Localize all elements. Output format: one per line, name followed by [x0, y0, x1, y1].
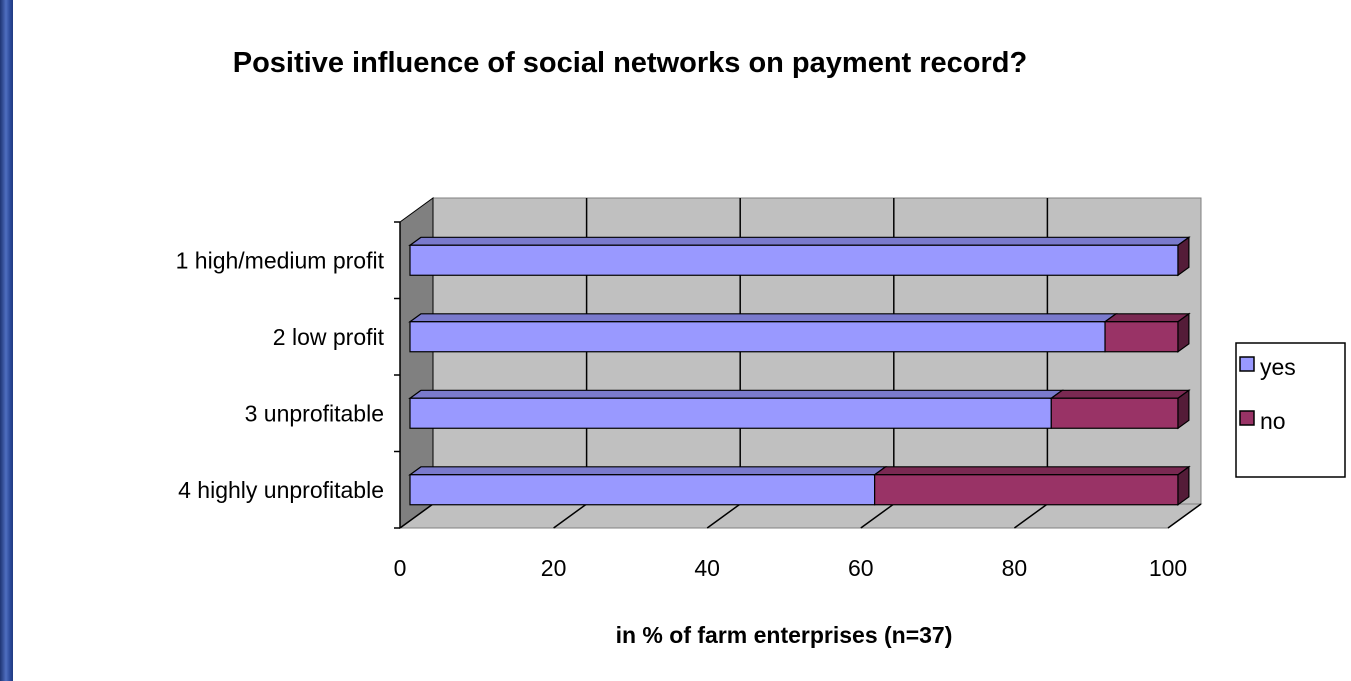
legend-label-yes: yes [1260, 354, 1296, 380]
bar-top [872, 466, 1191, 476]
floor-gridline [706, 503, 741, 529]
legend-label-no: no [1260, 408, 1286, 434]
x-tick-label: 0 [394, 555, 407, 581]
category-label: 1 high/medium profit [176, 247, 385, 273]
bar-top [408, 313, 1118, 323]
x-tick-label: 60 [848, 555, 874, 581]
bar-top [408, 466, 888, 476]
bar-top [1049, 389, 1191, 399]
bar-yes [409, 244, 1179, 276]
bar-top [1103, 313, 1191, 323]
bar-yes [409, 397, 1052, 429]
chart-title: Positive influence of social networks on… [232, 47, 1028, 79]
x-tick-label: 20 [541, 555, 567, 581]
labels: 1 high/medium profit 2 low profit 3 unprof… [176, 247, 1188, 648]
x-axis-title: in % of farm enterprises (n=37) [616, 622, 953, 648]
floor-gridline [860, 503, 895, 529]
bar-top [408, 236, 1191, 246]
category-label: 4 highly unprofitable [178, 477, 384, 503]
x-tick-label: 100 [1149, 555, 1187, 581]
bar-yes [409, 474, 876, 506]
bar-end [1177, 312, 1190, 353]
floor-gridline [399, 503, 434, 529]
legend-swatch-yes [1239, 356, 1255, 372]
bar-end [1177, 465, 1190, 506]
axes [394, 221, 401, 529]
bar-end [1177, 389, 1190, 430]
bar-no [874, 474, 1179, 506]
bar-no [1104, 321, 1179, 353]
bar-top [408, 389, 1065, 399]
x-tick-label: 80 [1002, 555, 1028, 581]
floor-gridline [1167, 503, 1202, 529]
floor-gridline [1013, 503, 1048, 529]
legend: yes no [1235, 342, 1346, 478]
x-tick-label: 40 [694, 555, 720, 581]
bars [408, 236, 1191, 506]
bar-yes [409, 321, 1106, 353]
bar-no [1050, 397, 1179, 429]
floor-gridline [553, 503, 588, 529]
category-label: 3 unprofitable [245, 400, 384, 426]
floor [398, 503, 1203, 529]
bar-end [1177, 236, 1190, 277]
category-label: 2 low profit [273, 324, 385, 350]
legend-swatch-no [1239, 410, 1255, 426]
